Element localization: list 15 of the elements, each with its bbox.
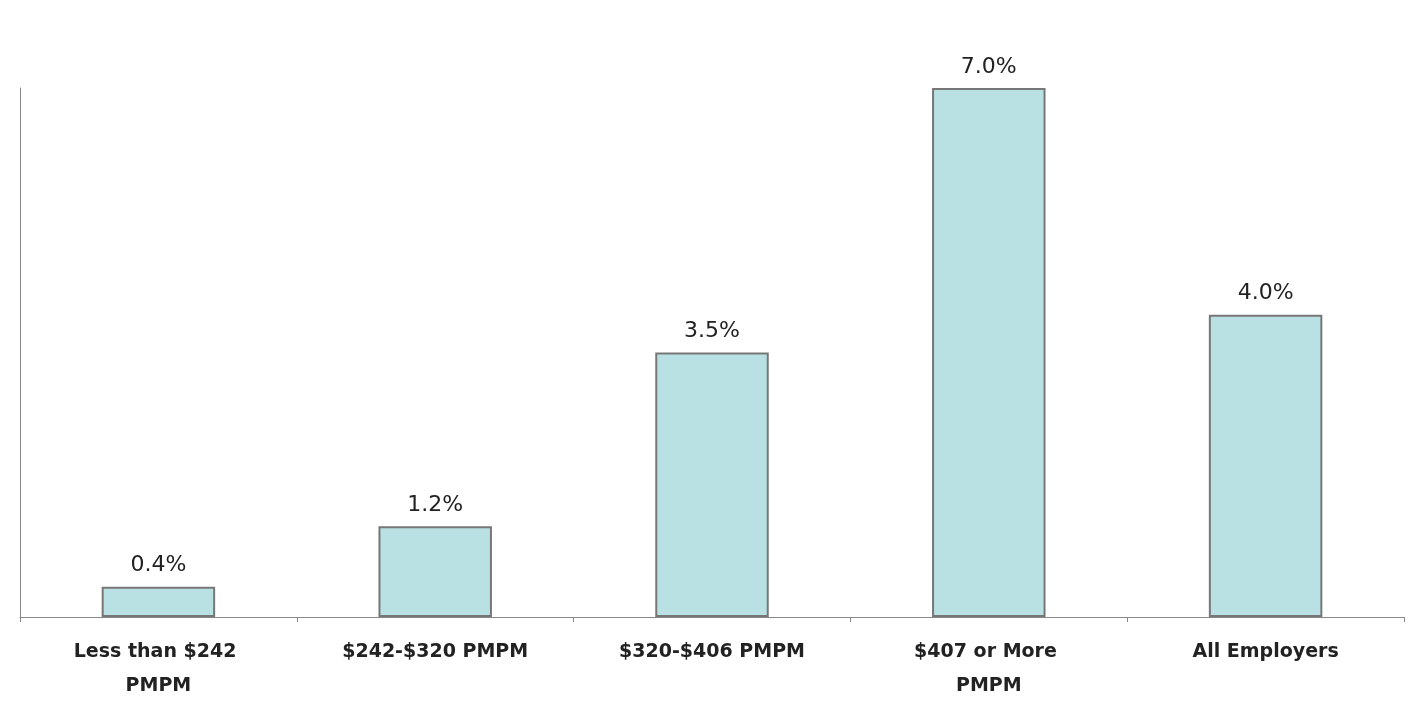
bar — [101, 586, 216, 617]
x-tick-label: All Employers — [1192, 639, 1339, 661]
data-label: 3.5% — [684, 317, 740, 342]
bar — [1208, 314, 1323, 617]
x-tick-label: $242-$320 PMPM — [342, 639, 529, 661]
bar — [378, 526, 492, 617]
x-tick-label: $320-$406 PMPM — [619, 639, 805, 661]
x-tick-label: $407 or More PMPM — [914, 639, 1064, 695]
data-label: 7.0% — [960, 52, 1017, 78]
data-label: 0.4% — [130, 551, 187, 577]
data-label: 4.0% — [1237, 279, 1294, 305]
x-tick-label: Less than $242 PMPM — [73, 639, 244, 695]
bar — [655, 352, 769, 617]
data-label: 1.2% — [407, 490, 464, 516]
bar — [932, 88, 1046, 617]
